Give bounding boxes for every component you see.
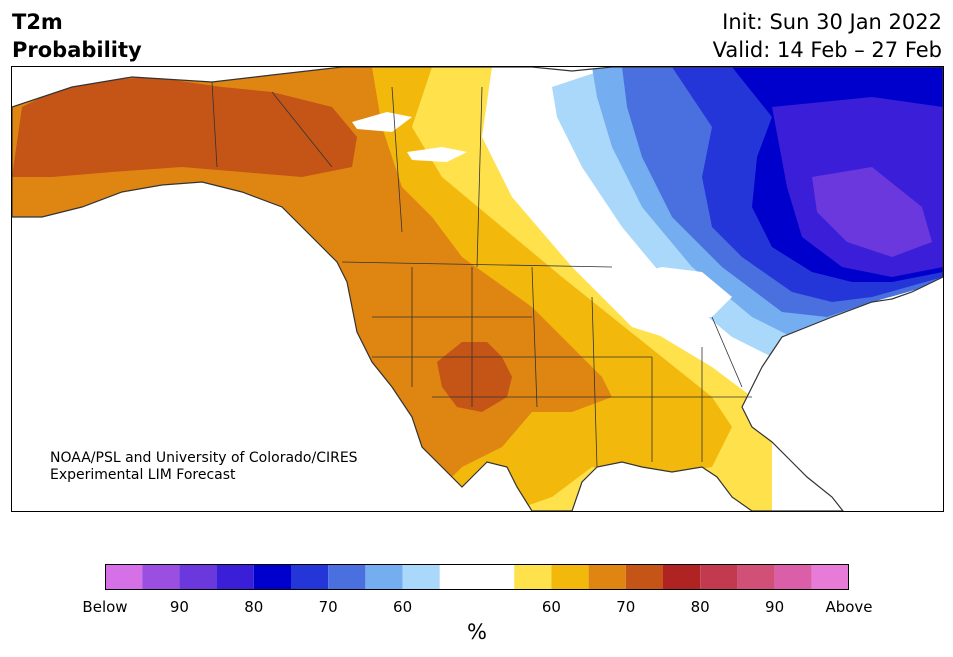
colorbar-tick-label: 80	[690, 598, 710, 616]
title-block-right: Init: Sun 30 Jan 2022 Valid: 14 Feb – 27…	[713, 8, 942, 64]
colorbar-swatch	[216, 564, 254, 590]
colorbar-swatch	[105, 564, 143, 590]
colorbar-swatch	[253, 564, 291, 590]
variable-title: T2m	[12, 10, 63, 34]
credit-line-2: Experimental LIM Forecast	[50, 467, 236, 483]
colorbar-swatch	[811, 564, 849, 590]
colorbar-swatch	[663, 564, 701, 590]
colorbar-swatch	[737, 564, 775, 590]
great-lakes	[622, 267, 732, 322]
colorbar-swatch	[402, 564, 440, 590]
lake-snowpatch-1	[352, 112, 412, 132]
forecast-map	[12, 67, 943, 511]
colorbar-swatch	[439, 564, 515, 590]
colorbar-swatch	[142, 564, 180, 590]
state-boundary	[271, 91, 333, 168]
colorbar-tick-label: 80	[244, 598, 264, 616]
init-date: Init: Sun 30 Jan 2022	[722, 10, 942, 34]
colorbar-swatch	[551, 564, 589, 590]
valid-period: Valid: 14 Feb – 27 Feb	[712, 38, 942, 62]
colorbar-swatch	[514, 564, 552, 590]
state-boundary	[341, 261, 613, 268]
colorbar-border	[105, 564, 849, 590]
map-panel: NOAA/PSL and University of Colorado/CIRE…	[11, 66, 944, 512]
colorbar-swatch	[328, 564, 366, 590]
state-boundary	[591, 296, 598, 468]
colorbar-swatch	[625, 564, 663, 590]
cold-region-purple	[812, 167, 932, 257]
colorbar-swatch	[179, 564, 217, 590]
land-mass	[12, 67, 943, 511]
colorbar-tick-label: 60	[393, 598, 413, 616]
colorbar-swatch	[774, 564, 812, 590]
colorbar-tick-label: 70	[318, 598, 338, 616]
colorbar-tick-label: Below	[82, 598, 128, 616]
colorbar-tick-label: Above	[825, 598, 873, 616]
product-title: Probability	[12, 38, 142, 62]
colorbar-tick-label: 70	[616, 598, 636, 616]
colorbar-swatch	[700, 564, 738, 590]
colorbar-tick-label: 90	[765, 598, 785, 616]
state-boundary	[711, 316, 743, 388]
lake-snowpatch-2	[407, 147, 467, 162]
colorbar-tick-label: 60	[541, 598, 561, 616]
state-boundary	[391, 86, 403, 233]
warm-region-dark-orange	[12, 77, 357, 177]
colorbar-unit: %	[467, 620, 487, 644]
colorbar-swatch	[291, 564, 329, 590]
state-boundary	[476, 86, 483, 268]
colorbar	[105, 564, 849, 590]
state-boundary	[531, 266, 538, 408]
credit-text: NOAA/PSL and University of Colorado/CIRE…	[50, 450, 358, 484]
colorbar-tick-label: 90	[169, 598, 189, 616]
colorbar-swatch	[588, 564, 626, 590]
state-boundary	[211, 81, 218, 168]
warm-region-southwest	[437, 342, 512, 412]
credit-line-1: NOAA/PSL and University of Colorado/CIRE…	[50, 450, 358, 466]
title-block-left: T2m Probability	[12, 8, 142, 64]
colorbar-swatch	[365, 564, 403, 590]
